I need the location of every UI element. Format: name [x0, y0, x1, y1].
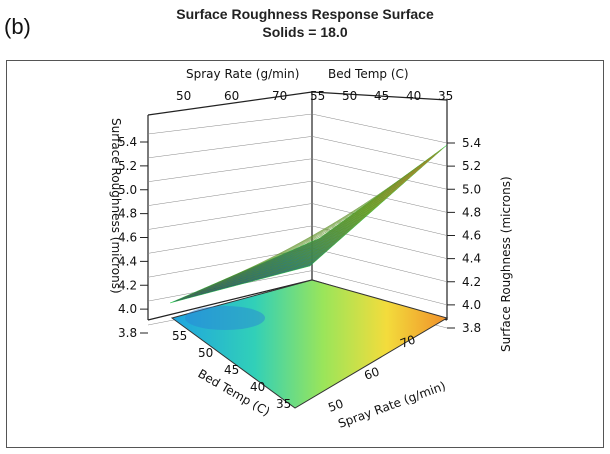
x-tick-top-1: 60	[224, 89, 239, 103]
z-ticks-right: 3.8 4.0 4.2 4.4 4.6 4.8 5.0 5.2 5.4	[447, 136, 481, 335]
z-tick-left-3: 4.4	[118, 254, 137, 268]
z-tick-left-5: 4.8	[118, 207, 137, 221]
back-grid-left-8	[147, 113, 313, 135]
back-grid-right-8	[311, 113, 448, 144]
back-grid-right-6	[311, 158, 448, 190]
x-tick-bottom-0: 50	[326, 396, 345, 414]
back-grid-right-1	[311, 270, 448, 306]
y-ticks-top: 55 50 45 40 35	[310, 89, 453, 103]
z-title-left: Surface Roughness (microns)	[109, 118, 123, 294]
back-grid-left-7	[147, 136, 313, 159]
mesh-line-a-20	[306, 155, 435, 245]
top-left-edge	[147, 91, 313, 116]
x-tick-top-2: 70	[272, 89, 287, 103]
x-tick-bottom-2: 70	[398, 332, 417, 350]
x-tick-bottom-1: 60	[362, 364, 381, 382]
y-ticks-bottom: 55 50 45 40 35	[172, 329, 291, 411]
surface-mesh	[176, 149, 442, 302]
z-tick-right-5: 4.8	[462, 205, 481, 219]
back-grid-left-5	[147, 180, 313, 206]
z-tick-left-0: 3.8	[118, 326, 137, 340]
y-tick-top-0: 55	[310, 89, 325, 103]
x-tick-top-0: 50	[176, 89, 191, 103]
y-tick-bottom-3: 40	[250, 380, 265, 394]
mesh-line-b-19	[290, 157, 430, 272]
mesh-line-a-21	[313, 150, 441, 242]
y-tick-bottom-4: 35	[276, 397, 291, 411]
mesh-line-b-20	[297, 153, 436, 270]
back-grid-left-4	[147, 203, 313, 230]
mesh-line-a-19	[299, 161, 429, 248]
z-tick-right-0: 3.8	[462, 321, 481, 335]
back-grid-right-4	[311, 203, 448, 236]
y-tick-bottom-2: 45	[224, 363, 239, 377]
back-grid-left-6	[147, 158, 313, 182]
mesh-line-b-16	[271, 170, 413, 277]
z-tick-right-4: 4.6	[462, 229, 481, 243]
z-tick-left-8: 5.4	[118, 135, 137, 149]
chart-subtitle: Solids = 18.0	[262, 24, 348, 40]
base-back-left	[147, 279, 313, 321]
z-tick-left-7: 5.2	[118, 159, 137, 173]
z-tick-left-2: 4.2	[118, 278, 137, 292]
y-tick-top-2: 45	[374, 89, 389, 103]
mesh-line-b-18	[284, 161, 425, 273]
top-right-edge	[311, 91, 448, 101]
response-surface	[169, 144, 448, 304]
x-ticks-top: 50 60 70	[176, 89, 287, 103]
x-ticks-bottom: 50 60 70	[326, 332, 417, 414]
spray-rate-top-title: Spray Rate (g/min)	[186, 67, 299, 81]
y-tick-bottom-0: 55	[172, 329, 187, 343]
mesh-line-a-13	[258, 194, 392, 265]
z-tick-right-7: 5.2	[462, 159, 481, 173]
z-ticks-left: 3.8 4.0 4.2 4.4 4.6 4.8 5.0 5.2 5.4	[118, 135, 148, 340]
y-tick-bottom-1: 50	[198, 346, 213, 360]
back-grid-left-3	[147, 225, 313, 254]
back-grid-right-2	[311, 248, 448, 282]
y-tick-top-1: 50	[342, 89, 357, 103]
chart-frame	[6, 60, 604, 448]
z-tick-right-8: 5.4	[462, 136, 481, 150]
z-tick-left-6: 5.0	[118, 183, 137, 197]
mesh-line-b-21	[303, 149, 442, 268]
z-tick-right-6: 5.0	[462, 182, 481, 196]
back-grid-right-7	[311, 136, 448, 167]
panel-label: (b)	[4, 14, 31, 39]
z-tick-left-4: 4.6	[118, 231, 137, 245]
z-title-right: Surface Roughness (microns)	[499, 176, 513, 352]
contour-low-region	[185, 306, 265, 330]
chart-title: Surface Roughness Response Surface	[176, 6, 434, 22]
y-tick-top-3: 40	[406, 89, 421, 103]
z-tick-left-1: 4.0	[118, 302, 137, 316]
mesh-line-b-17	[278, 165, 419, 275]
y-tick-top-4: 35	[438, 89, 453, 103]
bed-temp-top-title: Bed Temp (C)	[328, 67, 409, 81]
z-tick-right-2: 4.2	[462, 275, 481, 289]
spray-rate-bottom-title: Spray Rate (g/min)	[336, 379, 447, 431]
z-tick-right-3: 4.4	[462, 252, 481, 266]
z-tick-right-1: 4.0	[462, 298, 481, 312]
